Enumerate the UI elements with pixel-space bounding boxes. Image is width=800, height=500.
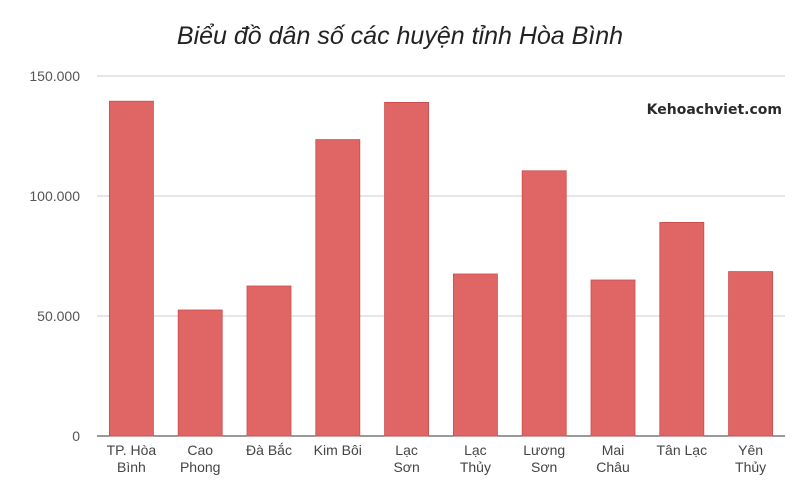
y-tick-label: 0: [72, 428, 80, 444]
x-tick-label: Lạc Sơn: [393, 442, 419, 475]
bar: [384, 102, 430, 437]
x-tick-label: Cao Phong: [180, 442, 220, 475]
bar: [452, 273, 498, 437]
x-tick-label: Lạc Thủy: [460, 442, 491, 475]
bar: [590, 279, 636, 437]
bar: [177, 309, 223, 437]
x-tick-label: Mai Châu: [596, 442, 629, 475]
x-tick-label: Kim Bôi: [314, 442, 362, 458]
chart-title: Biểu đồ dân số các huyện tỉnh Hòa Bình: [176, 22, 624, 50]
x-tick-label: TP. Hòa Bình: [107, 442, 157, 475]
bar: [521, 170, 567, 437]
x-tick-label: Tân Lạc: [657, 442, 708, 458]
bar: [246, 285, 292, 437]
bar: [108, 100, 154, 437]
bar: [315, 139, 361, 437]
y-tick-label: 100.000: [29, 188, 80, 204]
watermark: Kehoachviet.com: [646, 102, 782, 118]
bar: [659, 221, 705, 437]
y-tick-label: 150.000: [29, 68, 80, 84]
y-tick-label: 50.000: [37, 308, 80, 324]
bar: [728, 271, 774, 437]
x-tick-label: Đà Bắc: [246, 442, 292, 458]
x-tick-label: Yên Thủy: [735, 442, 766, 475]
x-tick-label: Lương Sơn: [523, 442, 565, 475]
